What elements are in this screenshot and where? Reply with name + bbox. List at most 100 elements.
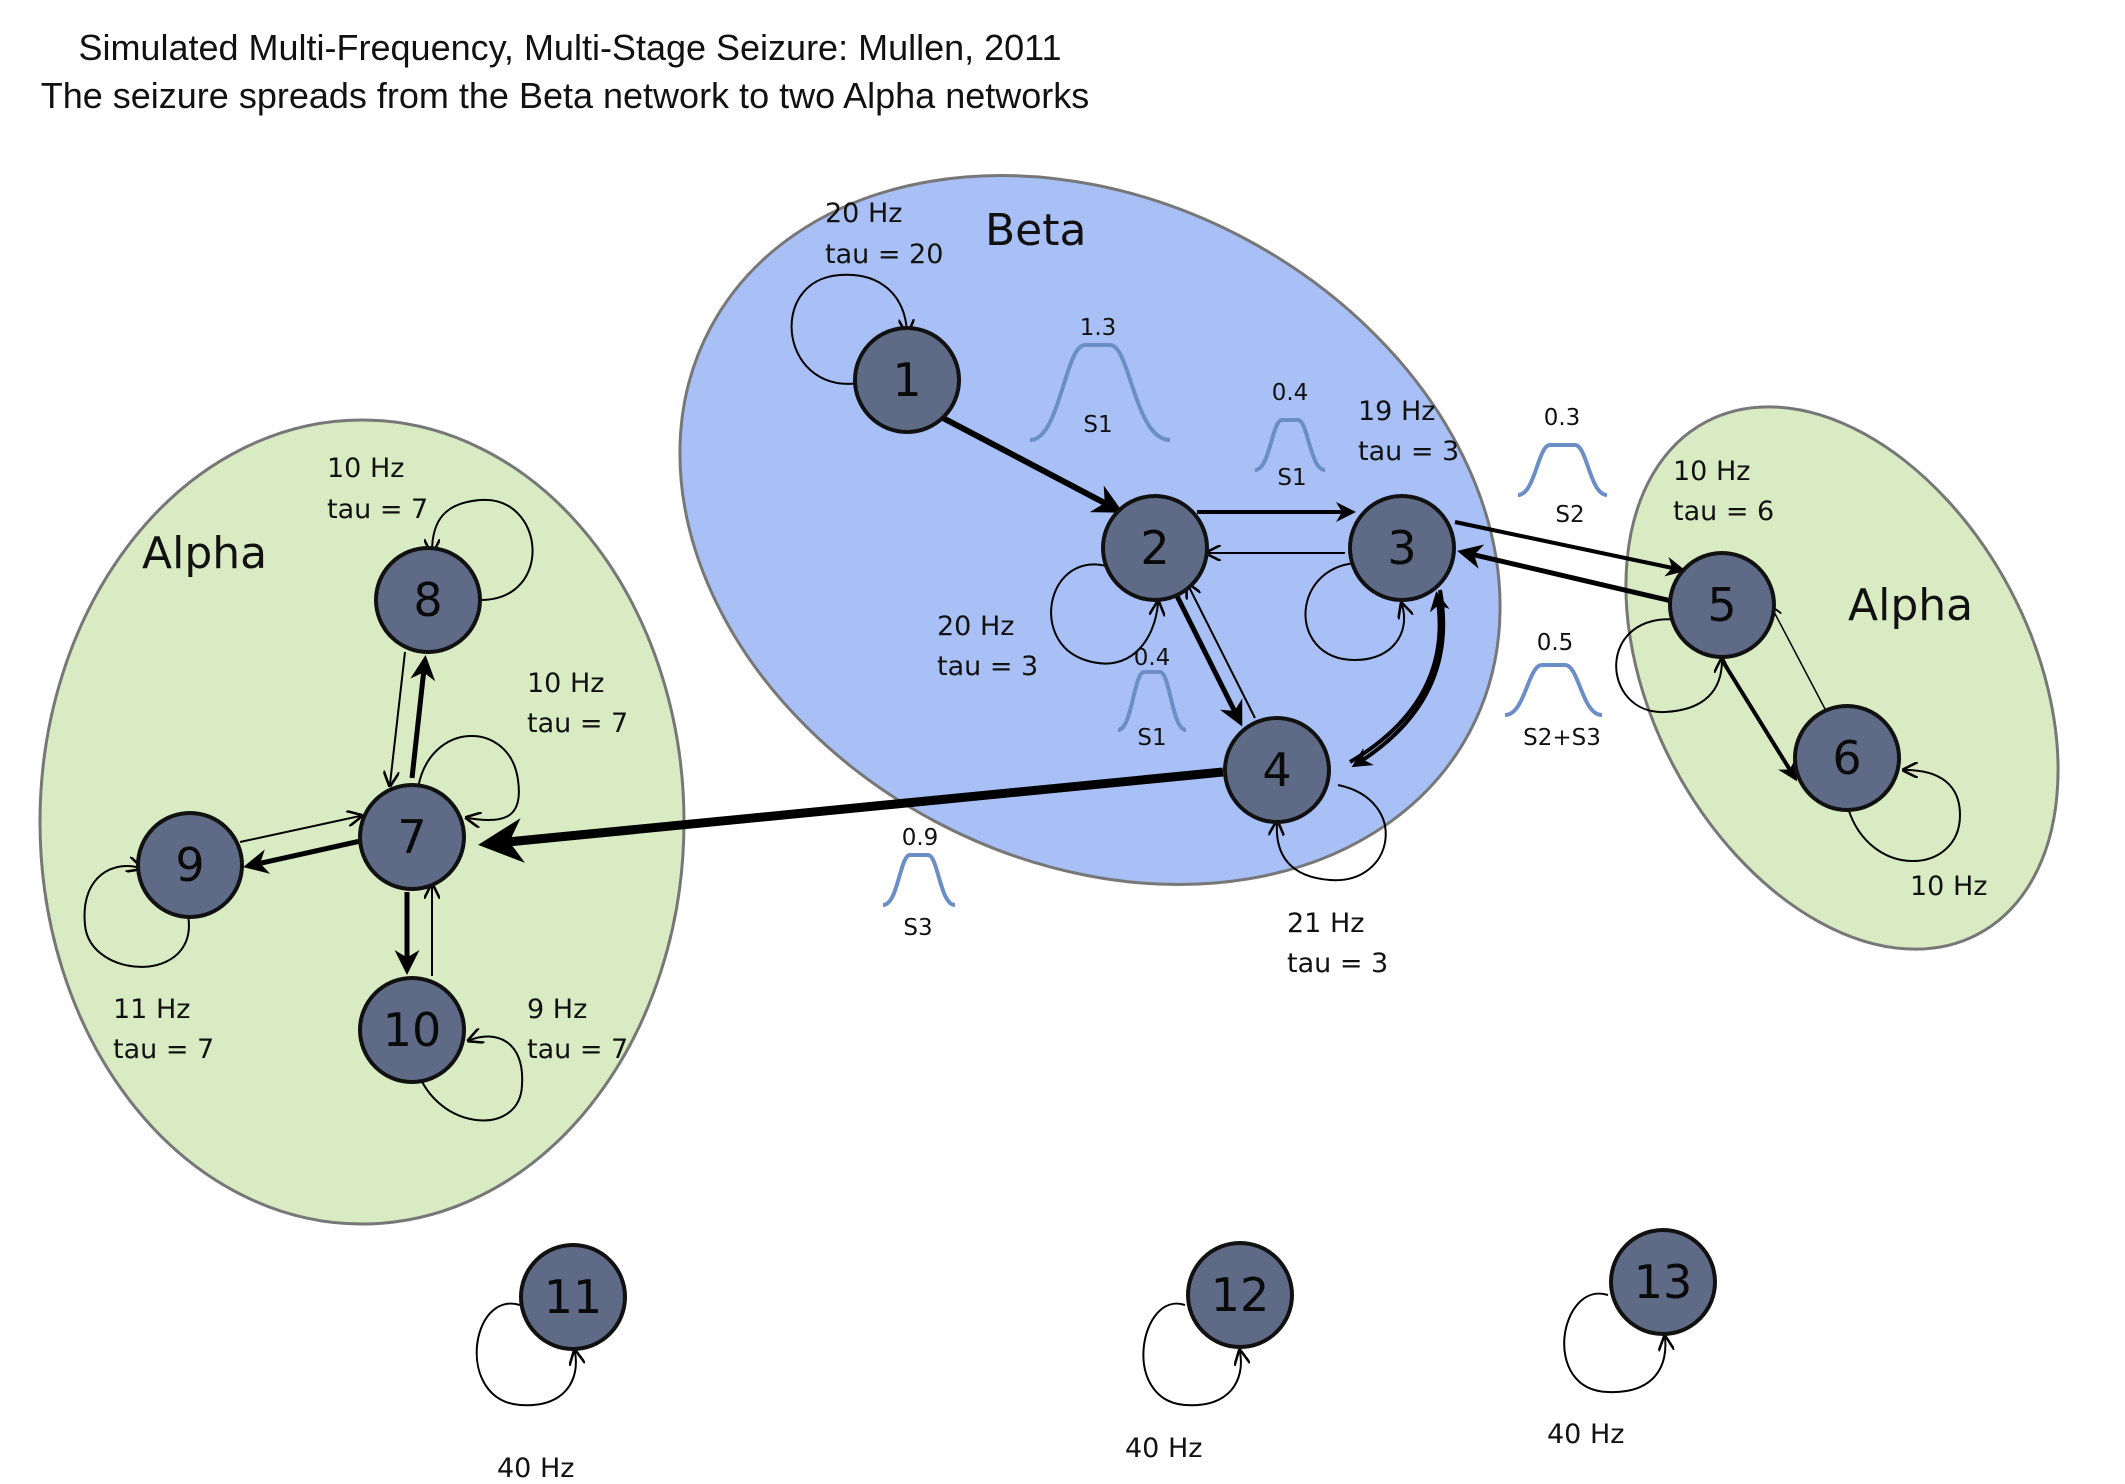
stimuli <box>882 343 1608 907</box>
edges <box>239 415 1836 976</box>
node-2: 2 <box>1101 494 1209 602</box>
node-6: 6 <box>1793 704 1901 812</box>
edge-9-7 <box>239 816 360 843</box>
node-parameters: 20 Hz tau = 20 19 Hz tau = 3 20 Hz tau =… <box>113 198 1987 1484</box>
beta-region <box>678 174 1502 886</box>
stimulus-pulse-4-7 <box>882 853 956 907</box>
node-13-label: 13 <box>1634 1255 1693 1309</box>
self-loop-9 <box>83 866 190 968</box>
node-9-frequency: 11 Hz <box>113 994 190 1025</box>
stim-4-7-label: S3 <box>903 915 932 941</box>
self-loops <box>83 273 1962 1407</box>
stim-4-7-value: 0.9 <box>902 825 939 851</box>
beta-label: Beta <box>985 205 1086 256</box>
edge-6-5 <box>1772 608 1836 729</box>
stimulus-pulse-1-2 <box>1029 343 1171 442</box>
node-8-frequency: 10 Hz <box>327 453 404 484</box>
self-loop-2 <box>1050 563 1158 665</box>
node-13-frequency: 40 Hz <box>1547 1419 1624 1450</box>
stim-3-5-value: 0.3 <box>1544 405 1581 431</box>
node-4-tau: tau = 3 <box>1287 948 1388 979</box>
stim-2-3-value: 0.4 <box>1272 380 1309 406</box>
node-4-frequency: 21 Hz <box>1287 908 1364 939</box>
edge-7-9 <box>243 837 366 874</box>
edge-1-2 <box>941 415 1124 513</box>
node-3: 3 <box>1348 494 1456 602</box>
node-6-label: 6 <box>1832 731 1861 785</box>
edge-5-3 <box>1457 544 1677 605</box>
edge-3-5 <box>1454 520 1686 577</box>
edge-7-8 <box>409 655 436 779</box>
node-3-frequency: 19 Hz <box>1358 396 1435 427</box>
node-11-label: 11 <box>544 1270 603 1324</box>
self-loop-6 <box>1847 770 1962 862</box>
node-12-label: 12 <box>1211 1268 1270 1322</box>
node-7-frequency: 10 Hz <box>527 668 604 699</box>
alpha-right-label: Alpha <box>1848 580 1973 631</box>
node-1-label: 1 <box>892 353 921 407</box>
node-6-frequency: 10 Hz <box>1910 871 1987 902</box>
self-loop-3 <box>1304 561 1404 662</box>
self-loop-12 <box>1142 1302 1241 1407</box>
node-5-tau: tau = 6 <box>1673 496 1774 527</box>
edge-4-3 <box>1348 591 1450 764</box>
self-loop-5 <box>1615 618 1722 714</box>
node-11-frequency: 40 Hz <box>497 1453 574 1484</box>
edge-4-7 <box>478 767 1224 863</box>
node-2-frequency: 20 Hz <box>937 611 1014 642</box>
stimulus-pulse-3-5 <box>1517 443 1608 497</box>
node-5: 5 <box>1668 551 1776 659</box>
node-4: 4 <box>1223 716 1331 824</box>
node-9-tau: tau = 7 <box>113 1034 214 1065</box>
node-3-label: 3 <box>1387 521 1416 575</box>
stimulus-pulse-2-4 <box>1117 670 1187 732</box>
node-10-tau: tau = 7 <box>527 1034 628 1065</box>
title-line-2: The seizure spreads from the Beta networ… <box>41 75 1090 116</box>
stim-1-2-value: 1.3 <box>1080 315 1117 341</box>
self-loop-1 <box>790 273 907 385</box>
node-7-label: 7 <box>397 810 426 864</box>
node-1: 1 <box>853 326 961 434</box>
edge-8-7 <box>390 651 406 784</box>
self-loop-11 <box>475 1302 576 1407</box>
node-8-label: 8 <box>413 573 442 627</box>
edge-4-2 <box>1188 585 1256 719</box>
node-10: 10 <box>358 976 466 1084</box>
node-2-tau: tau = 3 <box>937 651 1038 682</box>
node-3-tau: tau = 3 <box>1358 436 1459 467</box>
node-8: 8 <box>374 546 482 654</box>
node-11: 11 <box>519 1243 627 1351</box>
node-5-frequency: 10 Hz <box>1673 456 1750 487</box>
self-loop-4 <box>1277 784 1387 882</box>
stimulus-labels: 1.3 S1 0.4 S1 0.4 S1 0.3 S2 0.5 S2+S3 0.… <box>902 315 1601 941</box>
nodes: 1 2 3 4 5 6 7 8 9 10 11 12 13 <box>136 326 1901 1351</box>
title-line-1: Simulated Multi-Frequency, Multi-Stage S… <box>78 27 1061 68</box>
self-loop-13 <box>1563 1292 1665 1394</box>
node-12: 12 <box>1186 1241 1294 1349</box>
node-10-label: 10 <box>383 1003 442 1057</box>
edge-3-4 <box>1351 589 1446 768</box>
alpha-left-label: Alpha <box>142 528 267 579</box>
edge-5-6 <box>1720 658 1798 782</box>
node-9: 9 <box>136 811 244 919</box>
node-5-label: 5 <box>1707 578 1736 632</box>
stimulus-pulse-5-3 <box>1504 663 1603 717</box>
stim-2-4-value: 0.4 <box>1134 645 1171 671</box>
node-10-frequency: 9 Hz <box>527 994 587 1025</box>
stim-1-2-label: S1 <box>1083 412 1112 438</box>
node-8-tau: tau = 7 <box>327 494 428 525</box>
stim-2-4-label: S1 <box>1137 725 1166 751</box>
node-13: 13 <box>1609 1228 1717 1336</box>
alpha-region-right <box>1624 405 2060 951</box>
node-1-tau: tau = 20 <box>825 239 943 270</box>
stim-3-5-label: S2 <box>1555 502 1584 528</box>
stim-5-3-label: S2+S3 <box>1523 725 1601 751</box>
node-12-frequency: 40 Hz <box>1125 1433 1202 1464</box>
node-4-label: 4 <box>1262 743 1291 797</box>
node-7-tau: tau = 7 <box>527 708 628 739</box>
self-loop-10 <box>414 1036 524 1122</box>
node-9-label: 9 <box>175 838 204 892</box>
stim-5-3-value: 0.5 <box>1537 630 1574 656</box>
stim-2-3-label: S1 <box>1277 465 1306 491</box>
